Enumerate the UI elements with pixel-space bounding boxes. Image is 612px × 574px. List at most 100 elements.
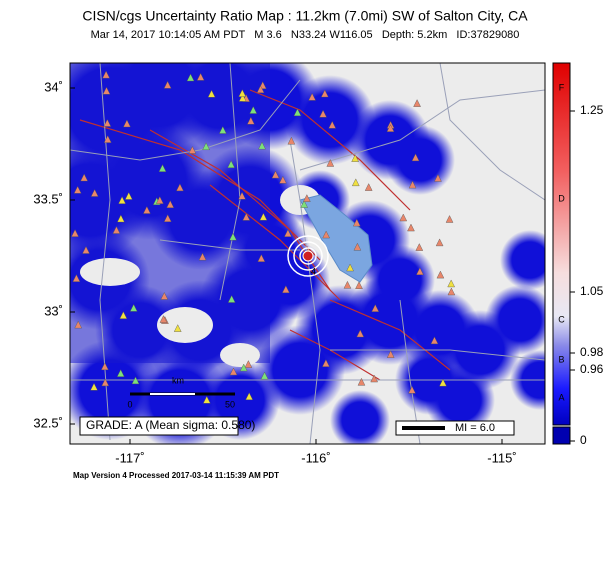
scale-start: 0 [127, 399, 132, 409]
station [436, 270, 445, 279]
station [371, 304, 380, 312]
station [102, 86, 111, 95]
footer: Map Version 4 Processed 2017-03-14 11:15… [73, 471, 279, 480]
station [284, 229, 292, 237]
station [102, 70, 110, 79]
station [355, 281, 363, 289]
station [227, 160, 235, 168]
station [245, 392, 254, 401]
station [227, 295, 236, 303]
station [229, 232, 237, 241]
colorbar-zero [552, 426, 571, 445]
station [326, 159, 335, 167]
station [319, 109, 327, 118]
station [229, 367, 238, 376]
epicenter [302, 250, 314, 262]
grade-letter: A [558, 392, 564, 402]
grade-letter: B [558, 354, 564, 364]
station [112, 226, 121, 234]
station [80, 173, 88, 182]
coverage [385, 125, 455, 195]
station [386, 124, 395, 132]
station [346, 263, 354, 272]
coverage [365, 245, 435, 315]
station [82, 246, 90, 254]
fault [329, 299, 451, 371]
coverage [330, 390, 390, 444]
colorbar [552, 62, 571, 426]
station [351, 178, 360, 187]
station [73, 185, 82, 194]
station [408, 180, 417, 189]
station [173, 324, 182, 332]
epicenter-ring [287, 235, 329, 277]
station [413, 99, 421, 107]
station [353, 242, 362, 251]
station [176, 183, 184, 192]
station [156, 196, 164, 204]
colorbar-label: 0 [580, 433, 587, 447]
grade-letter: F [559, 82, 565, 92]
station [408, 385, 416, 394]
station [321, 89, 329, 98]
station [416, 267, 424, 275]
coverage [485, 285, 545, 355]
epicenter-label: 4 [311, 266, 316, 276]
station [434, 174, 442, 182]
station [74, 320, 83, 329]
station [158, 164, 167, 172]
station [103, 135, 112, 143]
station [407, 223, 415, 232]
station [259, 212, 268, 221]
gap [157, 307, 213, 343]
station [260, 371, 269, 380]
station [343, 280, 352, 289]
mi-box [395, 420, 515, 436]
station [143, 206, 151, 214]
lat-label: 32.5˚ [33, 415, 63, 430]
coverage [500, 230, 545, 290]
station [188, 146, 197, 154]
station [279, 175, 287, 184]
station [247, 116, 255, 125]
road [70, 79, 301, 161]
scale-end: 50 [225, 399, 235, 409]
station [244, 360, 253, 368]
grade-letter: D [558, 193, 565, 203]
station [196, 72, 205, 81]
epicenter-ring [293, 241, 323, 271]
lat-label: 34˚ [44, 79, 63, 94]
station [352, 218, 361, 227]
colorbar-label: 1.25 [580, 103, 604, 117]
station [160, 292, 169, 300]
lat-label: 33˚ [44, 303, 63, 318]
station [242, 212, 251, 221]
station [202, 395, 211, 404]
subtitle: Mar 14, 2017 10:14:05 AM PDT M 3.6 N33.2… [91, 29, 520, 41]
station [439, 378, 447, 387]
station [163, 80, 172, 89]
title: CISN/cgs Uncertainty Ratio Map : 11.2km … [82, 8, 528, 24]
gap [220, 343, 260, 367]
fault [209, 184, 341, 301]
station [357, 377, 366, 386]
station [239, 363, 248, 372]
station [90, 189, 99, 197]
station [129, 303, 138, 312]
station [308, 92, 316, 101]
lake [299, 194, 373, 283]
station [322, 230, 330, 239]
station [356, 329, 365, 338]
station [303, 194, 311, 202]
colorbar-label: 0.96 [580, 362, 604, 376]
station [293, 108, 302, 117]
station [364, 183, 373, 191]
station [238, 93, 247, 102]
station [386, 350, 395, 358]
station [103, 119, 112, 127]
lon-label: -116˚ [301, 450, 330, 465]
station [118, 196, 126, 204]
station [218, 126, 227, 134]
station [117, 214, 125, 223]
station [90, 382, 98, 391]
